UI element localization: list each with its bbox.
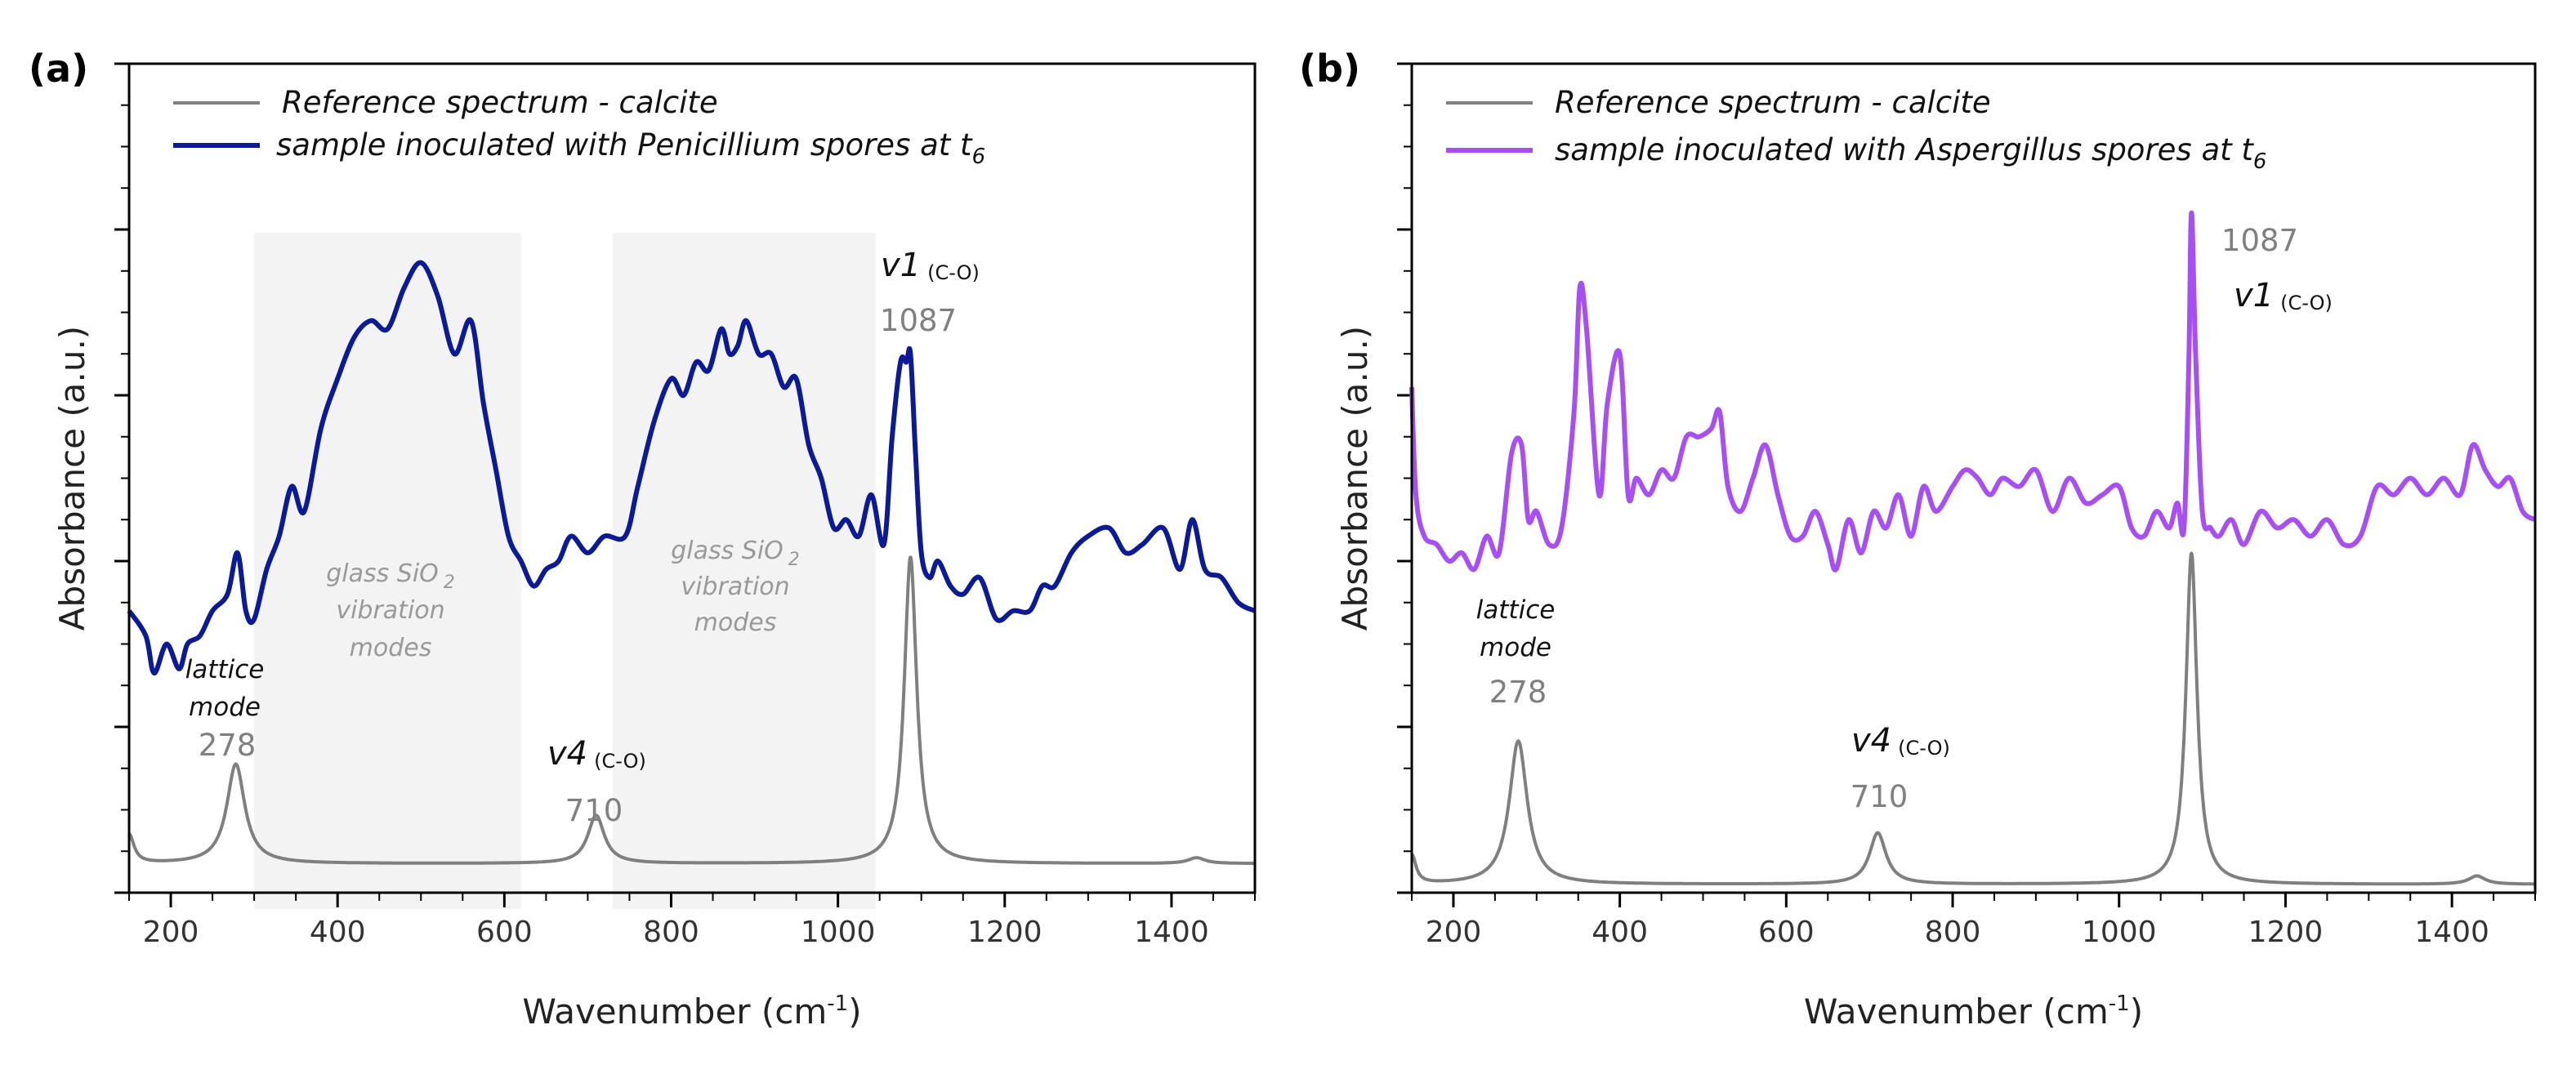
series-line-sample-a bbox=[127, 260, 1257, 676]
x-axis-title-b: Wavenumber (cm-1) bbox=[1804, 992, 2143, 1032]
v1-value-b: 1087 bbox=[2221, 223, 2298, 258]
y-axis-title-a: Absorbance (a.u.) bbox=[52, 326, 92, 631]
v4-value-a: 710 bbox=[565, 793, 623, 828]
x-tick-label: 800 bbox=[643, 916, 699, 949]
v4-label-b-sub: (C-O) bbox=[1898, 737, 1950, 760]
band-a1-line2: vibration bbox=[336, 596, 444, 625]
x-tick-label: 1400 bbox=[2414, 916, 2489, 949]
x-axis-title-a-end: ) bbox=[848, 992, 861, 1032]
x-axis-title-a-main: Wavenumber (cm bbox=[522, 992, 827, 1032]
legend-b: Reference spectrum - calcite sample inoc… bbox=[1446, 85, 2266, 174]
panel-label-a: (a) bbox=[29, 47, 88, 91]
x-tick-label: 1000 bbox=[2082, 916, 2157, 949]
band-labels-a: glass SiO 2 vibration modes glass SiO 2 vi… bbox=[326, 537, 800, 662]
x-tick-label: 1200 bbox=[967, 916, 1042, 949]
legend-a-label-sample-main: sample inoculated with Penicillium spore… bbox=[276, 127, 973, 163]
x-tick-label: 200 bbox=[1426, 916, 1482, 949]
x-tick-label: 1200 bbox=[2248, 916, 2324, 949]
x-tick-label: 400 bbox=[1592, 916, 1648, 949]
plot-frame-a bbox=[127, 62, 1257, 894]
legend-a-label-sample: sample inoculated with Penicillium spore… bbox=[276, 127, 985, 169]
legend-a: Reference spectrum - calcite sample inoc… bbox=[173, 85, 985, 169]
axis-ticks-b: 200 400 600 800 1000 1200 1400 bbox=[1397, 62, 2536, 949]
v4-label-b: v4 (C-O) bbox=[1851, 722, 1950, 760]
v1-label-a-name: v1 bbox=[881, 247, 921, 284]
peak-annotations-a: lattice mode 278 v4 (C-O) 710 v1 (C-O) 108… bbox=[185, 247, 980, 828]
x-axis-title-b-end: ) bbox=[2130, 992, 2143, 1032]
plot-frame-b bbox=[1410, 62, 2537, 894]
series-line-sample-b bbox=[1409, 210, 2537, 573]
v4-value-b: 710 bbox=[1851, 779, 1909, 814]
v1-label-a-sub: (C-O) bbox=[927, 261, 980, 284]
legend-b-label-sample: sample inoculated with Aspergillus spore… bbox=[1555, 132, 2266, 174]
band-a1-line3: modes bbox=[350, 634, 432, 662]
series-group-b bbox=[1409, 210, 2537, 886]
legend-b-label-sample-sub: 6 bbox=[2253, 149, 2267, 174]
v4-label-a-name: v4 bbox=[547, 735, 587, 773]
axis-ticks-a: 200 400 600 800 1000 1200 1400 bbox=[114, 62, 1256, 949]
legend-a-label-reference: Reference spectrum - calcite bbox=[282, 85, 718, 120]
series-line-reference-a bbox=[127, 555, 1255, 866]
shaded-band-a-2 bbox=[613, 233, 876, 909]
y-axis-title-b: Absorbance (a.u.) bbox=[1335, 326, 1375, 631]
v4-label-a-sub: (C-O) bbox=[594, 750, 646, 773]
peak-annotations-b: lattice mode 278 v4 (C-O) 710 1087 v1 (C-O… bbox=[1476, 223, 2333, 814]
lattice-value-a: 278 bbox=[199, 728, 257, 763]
x-tick-label: 400 bbox=[310, 916, 366, 949]
series-line-reference-b bbox=[1410, 551, 2535, 886]
band-a2-line3: modes bbox=[694, 608, 777, 637]
x-tick-label: 800 bbox=[1925, 916, 1981, 949]
x-axis-title-a: Wavenumber (cm-1) bbox=[522, 992, 861, 1032]
v1-label-b: v1 (C-O) bbox=[2234, 277, 2333, 314]
lattice-value-b: 278 bbox=[1489, 675, 1547, 710]
panel-b: 200 400 600 800 1000 1200 1400 (b) Absorbance … bbox=[1299, 47, 2537, 1032]
legend-a-label-sample-sub: 6 bbox=[972, 145, 986, 169]
lattice-label-a-line1: lattice bbox=[185, 655, 265, 684]
v1-value-a: 1087 bbox=[880, 303, 957, 338]
x-axis-title-b-sup: -1 bbox=[2109, 992, 2130, 1016]
v4-label-a: v4 (C-O) bbox=[547, 735, 646, 773]
v1-label-b-name: v1 bbox=[2234, 277, 2274, 314]
lattice-label-b-line1: lattice bbox=[1476, 595, 1556, 625]
band-a2-line1-main: glass SiO bbox=[671, 537, 784, 565]
band-a2-line1-sub: 2 bbox=[788, 550, 800, 570]
v1-label-a: v1 (C-O) bbox=[881, 247, 980, 284]
x-axis-title-b-main: Wavenumber (cm bbox=[1804, 992, 2109, 1032]
lattice-label-b-line2: mode bbox=[1480, 633, 1551, 662]
x-tick-label: 600 bbox=[476, 916, 533, 949]
lattice-label-a-line2: mode bbox=[189, 693, 261, 722]
panel-label-b: (b) bbox=[1299, 47, 1360, 91]
x-tick-label: 200 bbox=[143, 916, 199, 949]
band-a1-line1-main: glass SiO bbox=[326, 559, 439, 588]
x-tick-label: 1400 bbox=[1134, 916, 1209, 949]
series-group-a bbox=[127, 260, 1257, 866]
band-a2-line1: glass SiO 2 bbox=[671, 537, 800, 570]
x-tick-label: 600 bbox=[1758, 916, 1815, 949]
legend-b-label-reference: Reference spectrum - calcite bbox=[1555, 85, 1991, 120]
v4-label-b-name: v4 bbox=[1851, 722, 1891, 760]
band-a2-line2: vibration bbox=[681, 573, 789, 601]
band-a1-line1-sub: 2 bbox=[444, 573, 455, 593]
x-axis-title-a-sup: -1 bbox=[827, 992, 848, 1016]
x-tick-label: 1000 bbox=[801, 916, 876, 949]
legend-b-label-sample-main: sample inoculated with Aspergillus spore… bbox=[1555, 132, 2254, 167]
v1-label-b-sub: (C-O) bbox=[2280, 292, 2333, 314]
panel-a: 200 400 600 800 1000 1200 1400 (a) Absorbance … bbox=[29, 47, 1257, 1032]
band-a1-line1: glass SiO 2 bbox=[326, 559, 455, 593]
